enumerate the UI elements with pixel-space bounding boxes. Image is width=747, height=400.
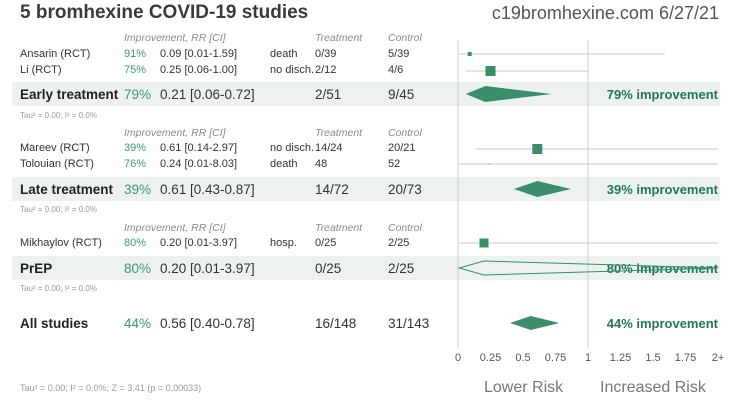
header-control: Control [388, 32, 422, 44]
x-tick-label: 1.5 [645, 352, 660, 364]
study-rr: 0.24 [0.01-8.03] [160, 158, 238, 170]
study-improvement: 91% [124, 48, 147, 60]
heterogeneity-stats: Tau² = 0.00; I² = 0.0% [20, 205, 97, 214]
study-treatment: 48 [315, 158, 328, 170]
study-treatment: 0/25 [315, 237, 337, 249]
study-control: 4/6 [388, 64, 404, 76]
study-improvement: 75% [124, 64, 147, 76]
study-improvement: 80% [124, 237, 147, 249]
overall-rr: 0.56 [0.40-0.78] [160, 316, 255, 331]
summary-band-early [12, 82, 720, 106]
increased-risk-label: Increased Risk [600, 379, 706, 396]
summary-diamond [457, 260, 719, 276]
study-name: Mikhaylov (RCT) [20, 237, 102, 249]
site-label: c19bromhexine.com 6/27/21 [491, 3, 719, 23]
study-control: 5/39 [388, 48, 410, 60]
study-rr: 0.20 [0.01-3.97] [160, 237, 238, 249]
x-tick-label: 1.75 [675, 352, 696, 364]
lower-risk-label: Lower Risk [484, 379, 564, 396]
effect-marker [532, 144, 543, 154]
summary-control: 9/45 [388, 87, 415, 102]
study-outcome: death [270, 48, 298, 60]
overall-treatment: 16/148 [315, 316, 357, 331]
summary-improvement: 39% [124, 182, 152, 197]
header-treatment: Treatment [315, 127, 363, 139]
summary-label: PrEP [20, 261, 53, 276]
header-improvement: Improvement, RR [CI] [124, 222, 226, 234]
summary-improvement: 80% [124, 261, 152, 276]
summary-diamond [510, 316, 560, 330]
summary-diamond [513, 181, 572, 197]
effect-marker [467, 52, 472, 56]
study-treatment: 14/24 [315, 142, 343, 154]
effect-marker [479, 238, 489, 248]
header-treatment: Treatment [315, 32, 363, 44]
study-name: Tolouian (RCT) [20, 158, 94, 170]
x-tick-label: 0 [455, 352, 461, 364]
study-outcome: death [270, 158, 298, 170]
effect-marker [488, 163, 491, 165]
study-treatment: 0/39 [315, 48, 337, 60]
summary-control: 20/73 [388, 182, 422, 197]
overall-improvement: 44% [124, 316, 152, 331]
summary-treatment: 14/72 [315, 182, 349, 197]
summary-band-late [12, 177, 720, 201]
study-outcome: hosp. [270, 237, 297, 249]
x-tick-label: 2+ [712, 352, 725, 364]
x-tick-label: 0.75 [545, 352, 566, 364]
header-control: Control [388, 222, 422, 234]
overall-label: All studies [20, 316, 89, 331]
study-improvement: 39% [124, 142, 147, 154]
header-improvement: Improvement, RR [CI] [124, 32, 226, 44]
x-tick-label: 1.25 [610, 352, 631, 364]
header-improvement: Improvement, RR [CI] [124, 127, 226, 139]
study-control: 52 [388, 158, 401, 170]
summary-treatment: 2/51 [315, 87, 342, 102]
study-rr: 0.25 [0.06-1.00] [160, 64, 238, 76]
study-control: 20/21 [388, 142, 416, 154]
summary-diamond [465, 86, 552, 102]
summary-improvement-text: 39% improvement [606, 182, 718, 197]
summary-treatment: 0/25 [315, 261, 342, 276]
header-treatment: Treatment [315, 222, 363, 234]
heterogeneity-stats: Tau² = 0.00; I² = 0.0% [20, 284, 97, 293]
overall-control: 31/143 [388, 316, 430, 331]
summary-rr: 0.21 [0.06-0.72] [160, 87, 255, 102]
study-outcome: no disch. [270, 142, 315, 154]
summary-improvement-text: 80% improvement [606, 261, 718, 276]
study-rr: 0.09 [0.01-1.59] [160, 48, 238, 60]
summary-band-prep [12, 256, 720, 280]
summary-rr: 0.20 [0.01-3.97] [160, 261, 255, 276]
effect-marker [485, 66, 496, 76]
overall-stats: Tau² = 0.00; I² = 0.0%; Z = 3.41 (p = 0.… [20, 383, 202, 393]
heterogeneity-stats: Tau² = 0.00; I² = 0.0% [20, 111, 97, 120]
study-improvement: 76% [124, 158, 147, 170]
x-tick-label: 0.5 [515, 352, 530, 364]
study-rr: 0.61 [0.14-2.97] [160, 142, 238, 154]
study-treatment: 2/12 [315, 64, 337, 76]
study-outcome: no disch. [270, 64, 315, 76]
summary-control: 2/25 [388, 261, 415, 276]
chart-title: 5 bromhexine COVID-19 studies [20, 2, 309, 23]
study-control: 2/25 [388, 237, 410, 249]
header-control: Control [388, 127, 422, 139]
study-name: Li (RCT) [20, 64, 62, 76]
summary-label: Early treatment [20, 87, 119, 102]
x-tick-label: 0.25 [480, 352, 501, 364]
summary-improvement-text: 79% improvement [606, 87, 718, 102]
x-tick-label: 1 [585, 352, 591, 364]
summary-rr: 0.61 [0.43-0.87] [160, 182, 255, 197]
study-name: Ansarin (RCT) [20, 48, 91, 60]
summary-improvement: 79% [124, 87, 152, 102]
overall-improvement-text: 44% improvement [606, 316, 718, 331]
study-name: Mareev (RCT) [20, 142, 90, 154]
summary-label: Late treatment [20, 182, 114, 197]
